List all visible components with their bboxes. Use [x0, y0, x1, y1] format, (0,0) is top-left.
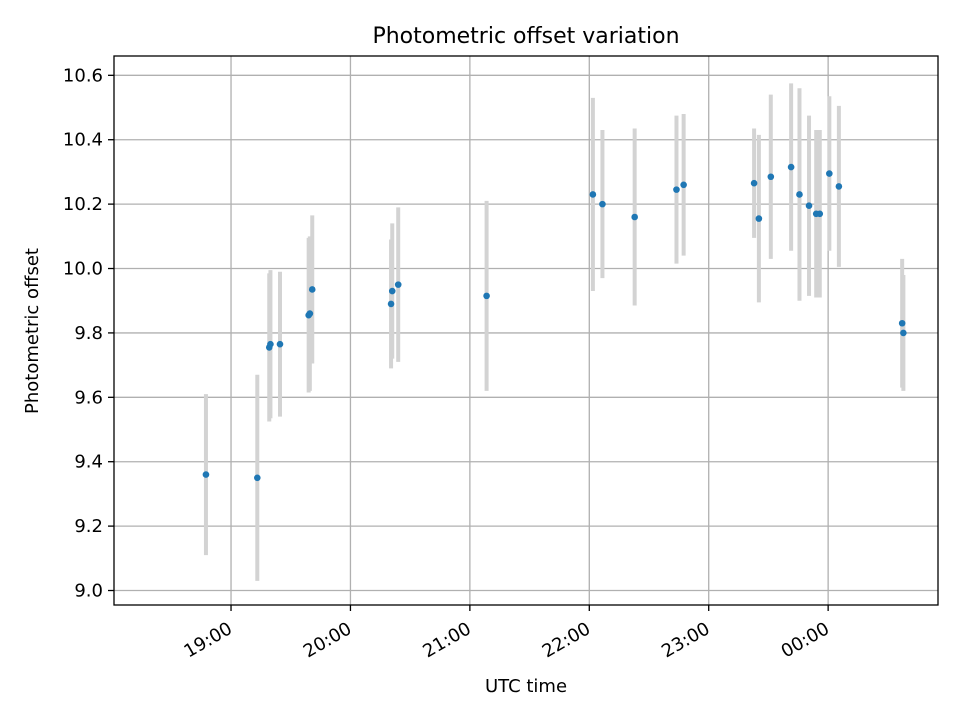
data-point	[394, 281, 402, 288]
data-point	[767, 173, 775, 181]
plot-frame	[113, 55, 939, 606]
data-point	[755, 215, 763, 222]
data-point	[254, 474, 261, 482]
x-tick-label: 00:00	[778, 618, 833, 662]
error-bars	[203, 83, 906, 581]
axis-ticks: 19:00 20:00 21:00 22:00 23:00 00:00 9.0 9.2 9.4 9…	[63, 65, 833, 662]
y-tick-label: 9.6	[74, 387, 103, 408]
data-point	[202, 471, 210, 478]
x-tick-label: 19:00	[181, 618, 236, 662]
y-tick-label: 10.6	[63, 65, 103, 86]
data-point	[631, 213, 638, 221]
data-point	[750, 179, 758, 187]
data-point	[387, 300, 395, 308]
x-tick-label: 21:00	[419, 618, 474, 662]
data-point	[898, 319, 906, 327]
data-point	[796, 191, 803, 198]
y-tick-label: 9.0	[74, 581, 103, 602]
y-tick-label: 9.2	[74, 516, 103, 537]
data-point	[805, 202, 813, 210]
data-point	[483, 292, 490, 300]
data-point	[308, 286, 316, 293]
data-point	[276, 340, 284, 348]
x-tick-label: 20:00	[300, 618, 355, 662]
data-point	[835, 183, 843, 190]
data-point	[826, 170, 833, 177]
data-point	[787, 163, 795, 171]
y-tick-label: 9.4	[74, 452, 103, 473]
x-tick-label: 23:00	[658, 618, 713, 662]
y-tick-label: 10.4	[63, 130, 103, 151]
data-point	[306, 310, 314, 317]
data-points	[202, 163, 907, 482]
y-tick-label: 10.0	[63, 259, 103, 280]
chart-title: Photometric offset variation	[372, 24, 679, 49]
data-point	[680, 181, 687, 189]
y-tick-label: 9.8	[74, 323, 103, 344]
y-axis-label: Photometric offset	[22, 248, 43, 414]
data-point	[673, 186, 680, 193]
data-point	[388, 287, 396, 295]
data-point	[589, 191, 597, 198]
y-tick-label: 10.2	[63, 194, 103, 215]
data-point	[267, 340, 274, 348]
data-point	[816, 210, 824, 218]
data-point	[599, 200, 606, 208]
x-tick-label: 22:00	[539, 618, 594, 662]
data-point	[900, 329, 907, 337]
x-axis-label: UTC time	[485, 676, 567, 697]
